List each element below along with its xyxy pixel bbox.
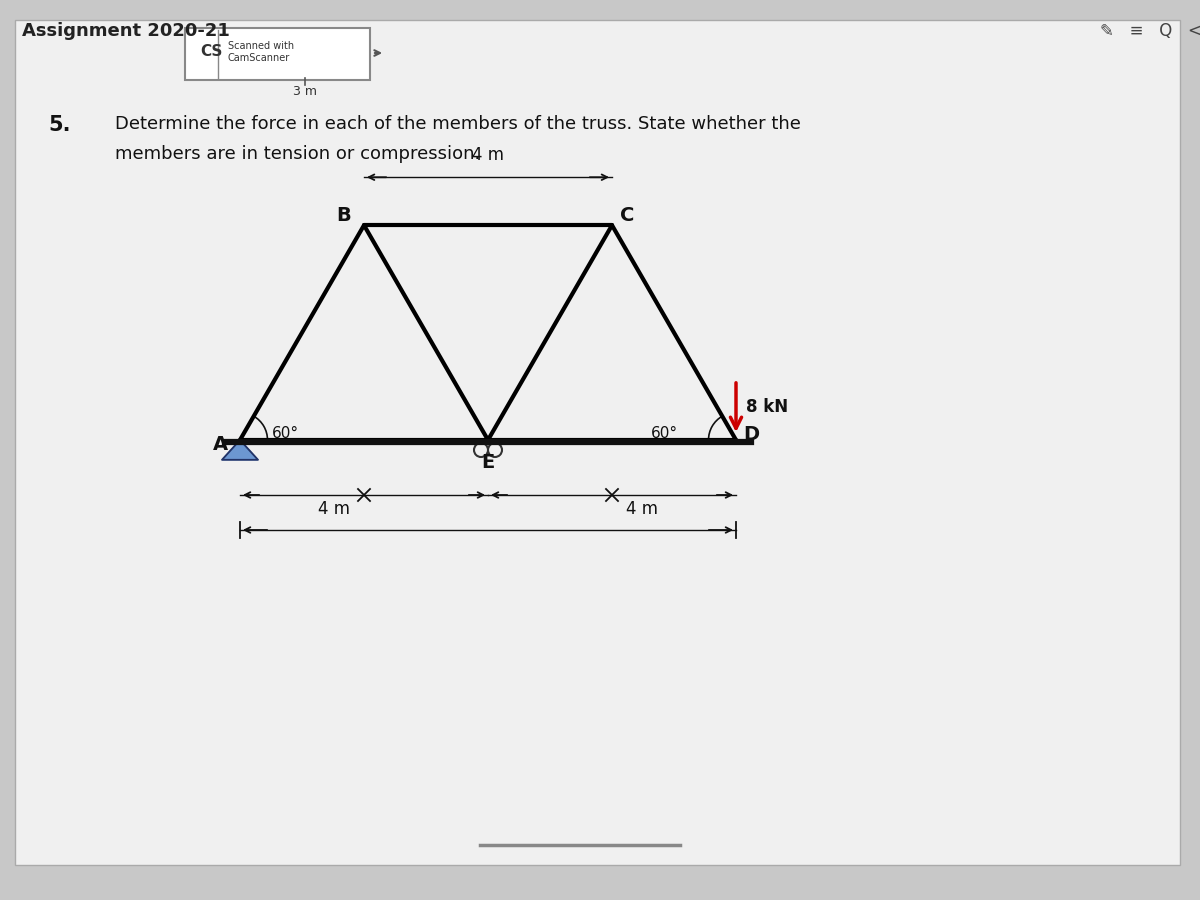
Text: B: B bbox=[337, 206, 352, 225]
Text: 8 kN: 8 kN bbox=[746, 399, 788, 417]
Text: 3 m: 3 m bbox=[293, 85, 317, 98]
Text: C: C bbox=[620, 206, 634, 225]
Text: CS: CS bbox=[200, 44, 222, 59]
Text: 4 m: 4 m bbox=[472, 146, 504, 164]
Text: Assignment 2020-21: Assignment 2020-21 bbox=[22, 22, 230, 40]
Text: Determine the force in each of the members of the truss. State whether the: Determine the force in each of the membe… bbox=[115, 115, 800, 133]
Text: 4 m: 4 m bbox=[626, 500, 658, 518]
Text: 60°: 60° bbox=[272, 427, 299, 442]
Text: 60°: 60° bbox=[650, 427, 678, 442]
Text: D: D bbox=[743, 426, 760, 445]
Text: ✎   ≡   Q   <: ✎ ≡ Q < bbox=[1100, 22, 1200, 40]
Text: 5.: 5. bbox=[48, 115, 71, 135]
Polygon shape bbox=[222, 440, 258, 460]
Bar bbox=[185, 28, 370, 80]
Text: 4 m: 4 m bbox=[318, 500, 350, 518]
Text: CamScanner: CamScanner bbox=[228, 53, 290, 63]
Text: members are in tension or compression.: members are in tension or compression. bbox=[115, 145, 480, 163]
Text: A: A bbox=[212, 436, 228, 454]
Text: Scanned with: Scanned with bbox=[228, 41, 294, 51]
Text: E: E bbox=[481, 453, 494, 472]
